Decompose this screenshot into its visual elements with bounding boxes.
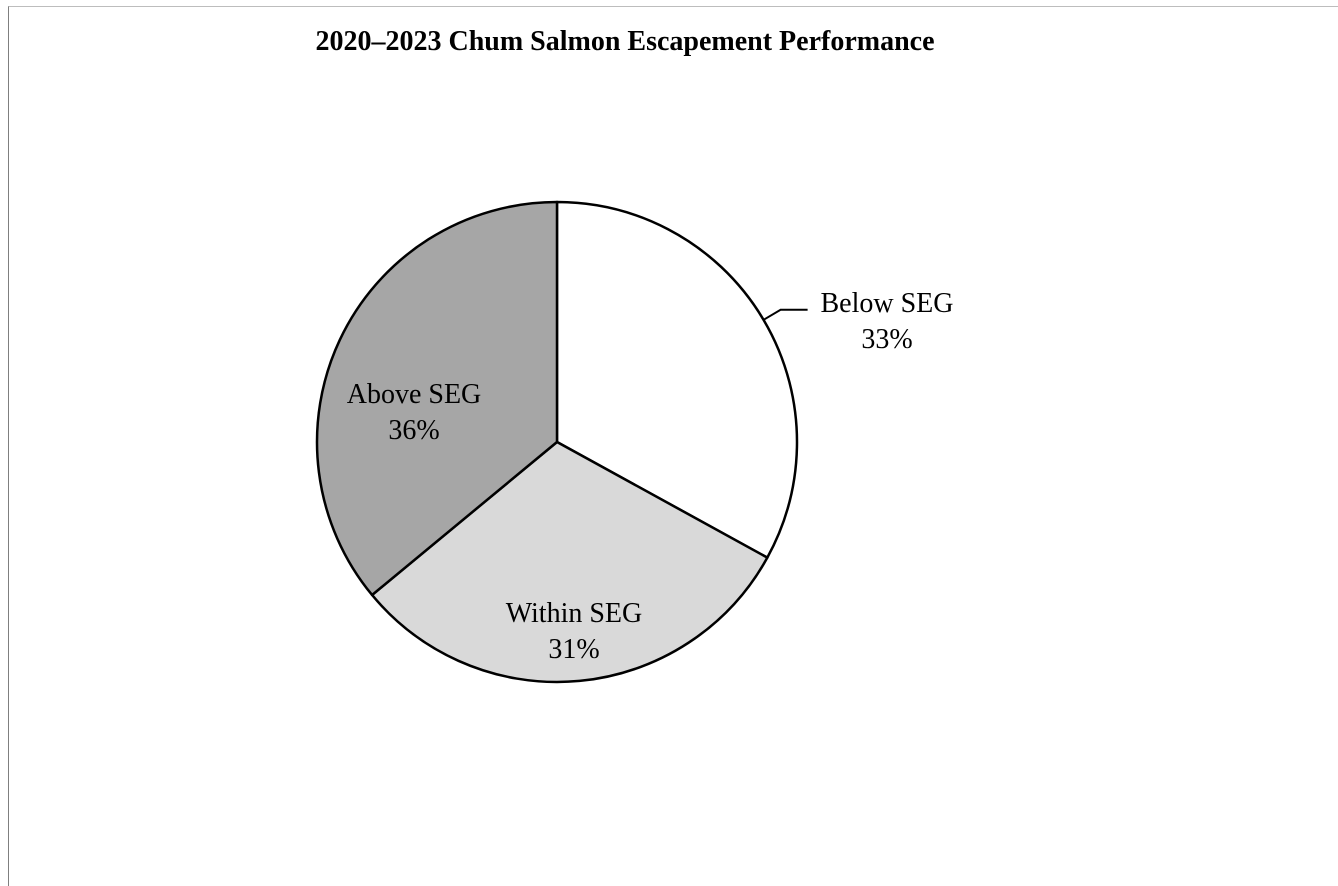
leader-line-below-seg — [763, 308, 808, 321]
slice-label-name: Below SEG — [821, 288, 954, 319]
slice-label-name: Above SEG — [347, 379, 482, 410]
pie-slices — [315, 200, 799, 684]
slice-label-value: 33% — [861, 324, 912, 355]
pie-slice-within-seg — [370, 440, 769, 684]
pie-slice-below-seg — [555, 200, 799, 559]
chart-title: 2020–2023 Chum Salmon Escapement Perform… — [315, 26, 935, 57]
slice-label-value: 31% — [548, 634, 599, 665]
leader-lines — [763, 308, 808, 321]
slice-label-name: Within SEG — [506, 598, 643, 629]
pie-slice-above-seg — [315, 200, 559, 597]
slice-labels: Below SEG 33% Within SEG 31% Above SEG 36% — [347, 288, 954, 665]
slice-label-value: 36% — [388, 415, 439, 446]
